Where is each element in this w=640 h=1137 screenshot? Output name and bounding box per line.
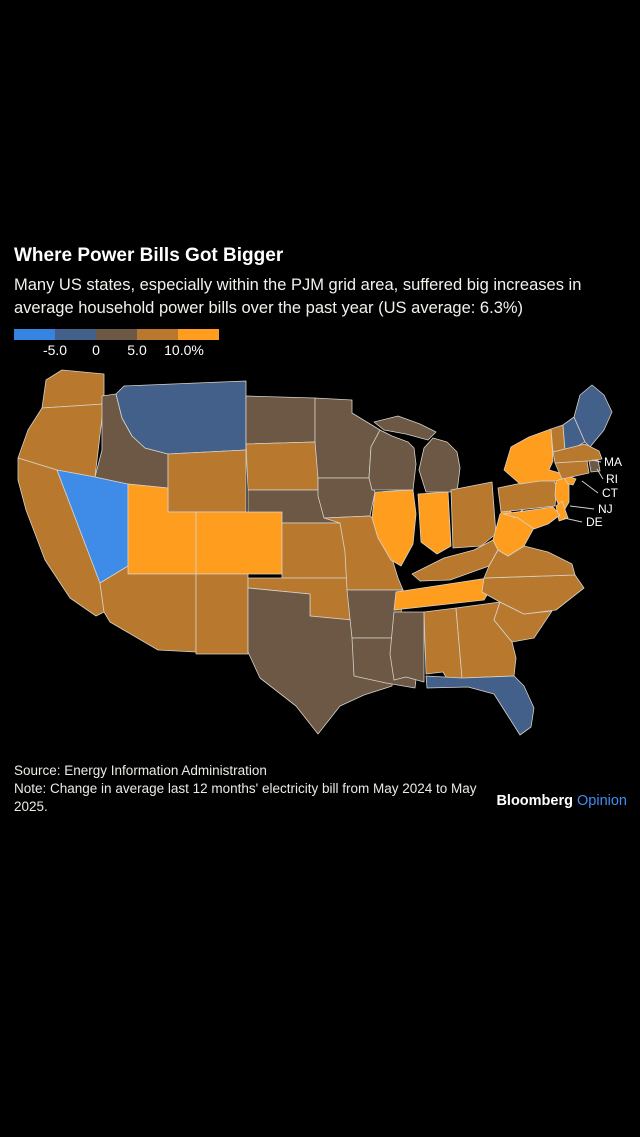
legend-segment-0 [14,329,55,340]
chart-footer: Source: Energy Information Administratio… [14,762,492,815]
state-oh [450,481,497,549]
leader-line-de [563,517,583,523]
state-nd [245,395,316,445]
methodology-note: Note: Change in average last 12 months' … [14,781,477,814]
state-label-ri: RI [606,472,618,486]
state-label-ct: CT [602,486,619,500]
state-mi [418,437,461,493]
state-az [99,565,197,653]
state-fl [425,675,535,736]
legend-segment-3 [137,329,178,340]
state-label-de: DE [586,515,603,529]
legend-tick-labels: -5.0 0 5.0 10.0% [14,342,254,360]
leader-line-ct [581,480,599,494]
chart-title: Where Power Bills Got Bigger [14,245,284,266]
state-sd [245,441,319,491]
leader-line-ma [591,459,602,463]
legend-tick-0: -5.0 [42,342,68,358]
leader-line-nj [569,505,595,510]
state-ct [554,460,590,480]
state-vt [550,424,566,453]
state-il [371,489,417,567]
state-in [417,491,452,555]
legend-segment-4 [178,329,219,340]
state-nm [195,573,249,655]
state-co [195,511,283,575]
state-va [483,545,576,579]
legend-tick-3: 10.0% [164,342,204,358]
state-me [573,384,613,448]
state-ia [317,477,376,519]
state-ms [389,611,425,683]
legend-tick-1: 0 [92,342,100,358]
opinion-logo-text: Opinion [577,793,627,809]
state-label-ma: MA [604,455,622,469]
legend-segment-2 [96,329,137,340]
state-md [502,506,561,530]
state-al [423,607,463,685]
source-note: Source: Energy Information Administratio… [14,763,267,778]
bloomberg-logo-text: Bloomberg [496,793,573,809]
state-wa [41,369,105,409]
legend-color-bar [14,329,219,340]
state-wy [167,449,247,513]
leader-line-ri [596,468,604,480]
chart-header: Where Power Bills Got Bigger Many US sta… [14,245,632,319]
state-label-nj: NJ [598,502,613,516]
state-nc [481,574,585,615]
state-ks [281,522,348,579]
state-wi [368,429,417,491]
color-scale-legend: -5.0 0 5.0 10.0% [14,329,254,363]
legend-segment-1 [55,329,96,340]
bloomberg-opinion-wordmark: Bloomberg Opinion [496,793,627,809]
chart-subtitle: Many US states, especially within the PJ… [14,275,582,317]
state-mi [373,415,437,441]
legend-tick-2: 5.0 [127,342,147,358]
